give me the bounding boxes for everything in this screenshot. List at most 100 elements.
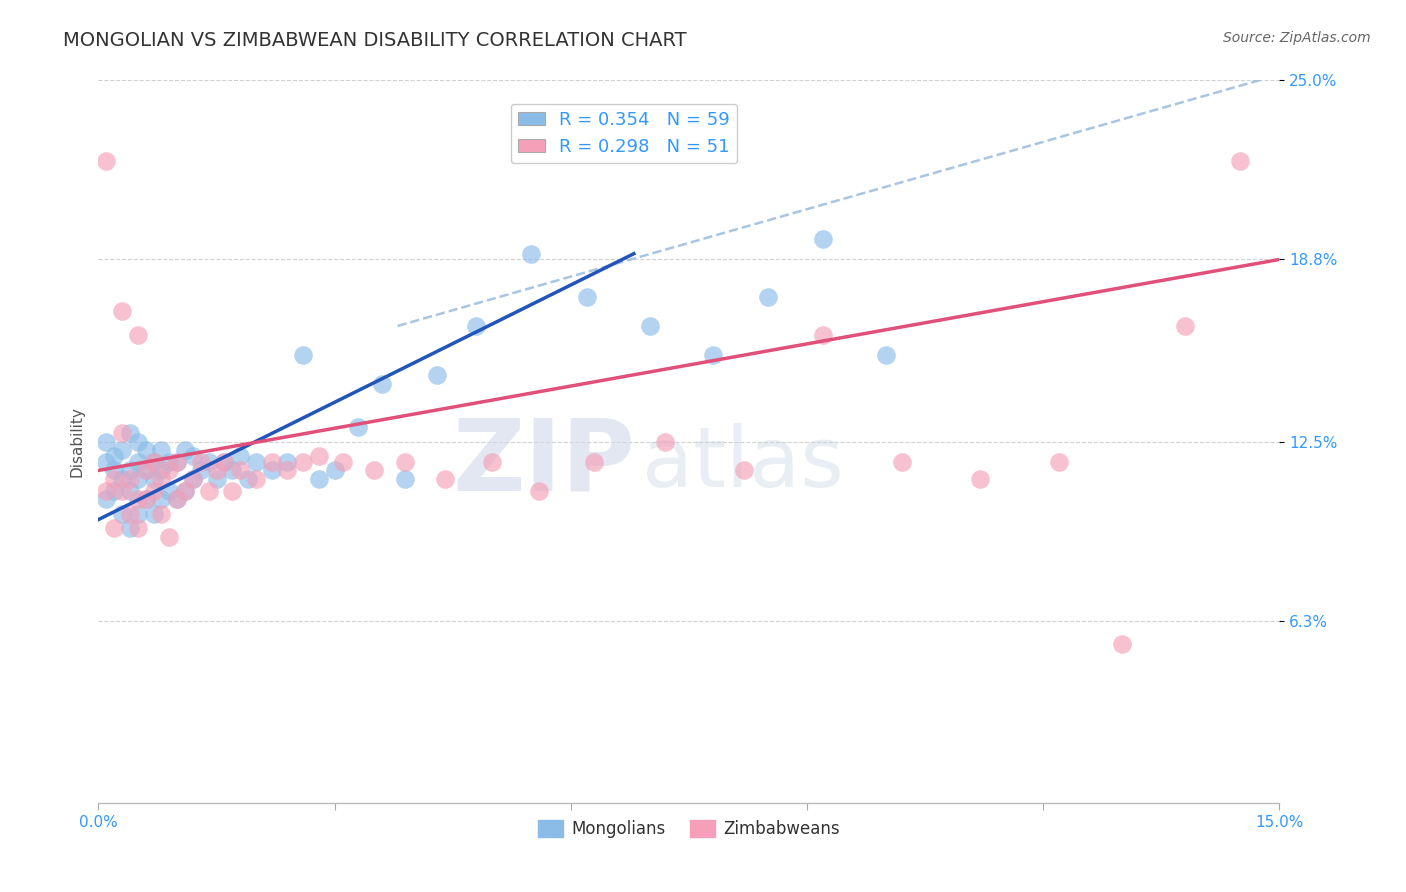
Point <box>205 472 228 486</box>
Point <box>96 455 118 469</box>
Point <box>969 472 991 486</box>
Point <box>118 521 141 535</box>
Point <box>1174 318 1197 333</box>
Point <box>260 463 283 477</box>
Point <box>276 455 298 469</box>
Point <box>103 463 125 477</box>
Point <box>157 463 180 477</box>
Point <box>583 455 606 469</box>
Point <box>96 492 118 507</box>
Point <box>111 304 134 318</box>
Point <box>890 455 912 469</box>
Text: Source: ZipAtlas.com: Source: ZipAtlas.com <box>1223 31 1371 45</box>
Point <box>142 455 165 469</box>
Point <box>150 472 173 486</box>
Point <box>135 492 157 507</box>
Point <box>174 483 197 498</box>
Point <box>733 463 755 477</box>
Point <box>111 472 134 486</box>
Point <box>127 472 149 486</box>
Point <box>756 290 779 304</box>
Point <box>142 455 165 469</box>
Point <box>96 434 118 449</box>
Point <box>103 472 125 486</box>
Point <box>174 443 197 458</box>
Point <box>111 443 134 458</box>
Point <box>135 492 157 507</box>
Point <box>142 472 165 486</box>
Point <box>702 348 724 362</box>
Point <box>245 472 267 486</box>
Point <box>426 368 449 382</box>
Point <box>520 246 543 260</box>
Point <box>347 420 370 434</box>
Point <box>292 455 315 469</box>
Point <box>638 318 661 333</box>
Point <box>181 472 204 486</box>
Point <box>214 455 236 469</box>
Point <box>811 327 834 342</box>
Point <box>197 455 219 469</box>
Point <box>111 507 134 521</box>
Point <box>811 232 834 246</box>
Point <box>118 483 141 498</box>
Point <box>371 376 394 391</box>
Text: ZIP: ZIP <box>453 415 636 512</box>
Point <box>875 348 897 362</box>
Point <box>236 472 259 486</box>
Point <box>323 463 346 477</box>
Point <box>174 483 197 498</box>
Point <box>363 463 385 477</box>
Point <box>157 483 180 498</box>
Point <box>245 455 267 469</box>
Point <box>214 455 236 469</box>
Point <box>181 449 204 463</box>
Point <box>221 483 243 498</box>
Point <box>465 318 488 333</box>
Point <box>157 530 180 544</box>
Point <box>135 443 157 458</box>
Point <box>135 463 157 477</box>
Point <box>150 463 173 477</box>
Point <box>481 455 503 469</box>
Point <box>190 463 212 477</box>
Point <box>229 449 252 463</box>
Point <box>103 483 125 498</box>
Point <box>103 521 125 535</box>
Point <box>111 425 134 440</box>
Point <box>127 455 149 469</box>
Point <box>394 472 416 486</box>
Point <box>96 154 118 169</box>
Point <box>166 455 188 469</box>
Point <box>394 455 416 469</box>
Point <box>142 507 165 521</box>
Point <box>127 327 149 342</box>
Point <box>166 492 188 507</box>
Text: atlas: atlas <box>641 423 844 504</box>
Point <box>118 507 141 521</box>
Point <box>205 463 228 477</box>
Point <box>127 434 149 449</box>
Point <box>118 463 141 477</box>
Point <box>166 492 188 507</box>
Point <box>150 443 173 458</box>
Point <box>190 455 212 469</box>
Point <box>332 455 354 469</box>
Point <box>1229 154 1251 169</box>
Point <box>127 521 149 535</box>
Point <box>142 483 165 498</box>
Point <box>166 455 188 469</box>
Point <box>575 290 598 304</box>
Point <box>276 463 298 477</box>
Point <box>150 492 173 507</box>
Point <box>127 507 149 521</box>
Point <box>157 455 180 469</box>
Point <box>308 449 330 463</box>
Point <box>135 463 157 477</box>
Point <box>308 472 330 486</box>
Point <box>1111 637 1133 651</box>
Point <box>118 472 141 486</box>
Point <box>529 483 551 498</box>
Point <box>111 483 134 498</box>
Point <box>103 449 125 463</box>
